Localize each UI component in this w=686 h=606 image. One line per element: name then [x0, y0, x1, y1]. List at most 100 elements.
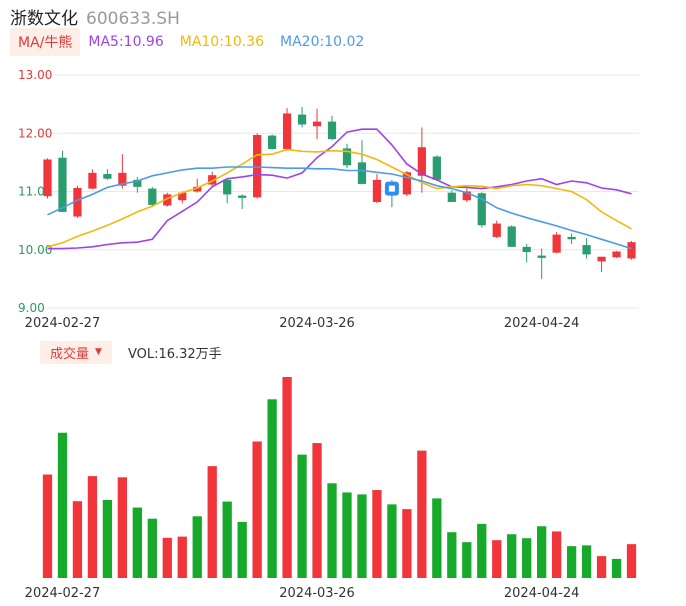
- candle: [163, 192, 172, 207]
- date-tick-label: 2024-04-24: [504, 586, 580, 601]
- legend-ma10: MA10:10.36: [179, 34, 265, 50]
- candle-body: [402, 172, 412, 195]
- candle-body: [103, 174, 112, 179]
- candle: [582, 238, 591, 259]
- candle: [253, 133, 262, 199]
- volume-bar: [387, 504, 397, 578]
- candle: [447, 190, 456, 202]
- grid-lines: [40, 74, 639, 309]
- candle-body: [537, 255, 546, 258]
- candles: [43, 107, 636, 279]
- stock-name: 浙数文化: [10, 9, 78, 29]
- candle-body: [492, 223, 501, 237]
- candle-body: [88, 172, 97, 189]
- volume-bar: [102, 499, 113, 578]
- price-tick-label: 13.00: [18, 68, 52, 82]
- candle: [432, 155, 441, 182]
- candle-body: [193, 186, 202, 192]
- candle: [297, 107, 307, 128]
- volume-bar: [581, 545, 592, 578]
- volume-bar: [492, 540, 502, 578]
- candle: [267, 134, 277, 150]
- candle: [342, 143, 352, 169]
- candle: [357, 140, 367, 185]
- candle-body: [447, 192, 456, 202]
- candle: [88, 169, 97, 190]
- stock-code: 600633.SH: [86, 9, 180, 29]
- volume-value: VOL:16.32万手: [127, 346, 222, 362]
- candle-body: [267, 135, 277, 149]
- volume-bars: [42, 377, 637, 578]
- candle-body: [432, 156, 441, 180]
- volume-bar: [117, 477, 128, 578]
- ma-legend: MA/牛熊 MA5:10.96 MA10:10.36 MA20:10.02: [10, 28, 380, 56]
- candle: [612, 250, 621, 258]
- volume-bar: [522, 538, 532, 578]
- candle: [58, 150, 67, 212]
- candle: [193, 178, 202, 193]
- volume-bar: [42, 474, 53, 578]
- candle: [312, 108, 322, 140]
- volume-bar: [57, 432, 68, 578]
- ma10-line: [47, 148, 632, 248]
- candle-body: [582, 245, 591, 255]
- candle-body: [477, 193, 486, 226]
- volume-bar: [177, 536, 187, 578]
- volume-bar: [252, 441, 262, 578]
- candle: [462, 188, 471, 202]
- date-tick-label: 2024-03-26: [279, 316, 355, 331]
- volume-bar: [342, 492, 352, 578]
- candle: [238, 194, 247, 209]
- candle: [133, 176, 142, 193]
- volume-bar: [432, 498, 442, 578]
- candle-body: [163, 194, 172, 206]
- candle-body: [312, 121, 322, 127]
- candle-body: [148, 188, 157, 205]
- date-tick-label: 2024-02-27: [25, 586, 101, 601]
- candle-body: [133, 179, 142, 187]
- event-badge-glyph: [388, 185, 395, 192]
- candle: [118, 154, 127, 189]
- candle: [43, 158, 52, 199]
- volume-bar: [402, 509, 412, 578]
- price-tick-label: 12.00: [18, 126, 52, 140]
- candle-body: [238, 195, 247, 198]
- volume-bar: [447, 532, 457, 578]
- event-marker[interactable]: [384, 181, 399, 196]
- volume-indicator-dropdown[interactable]: 成交量 ▼: [40, 340, 112, 364]
- volume-bar: [551, 531, 562, 578]
- candle-body: [208, 175, 217, 185]
- candle-body: [567, 236, 576, 240]
- stock-header: 浙数文化 600633.SH: [10, 4, 180, 29]
- volume-bar: [87, 476, 98, 578]
- candle-body: [327, 121, 337, 140]
- candle-body: [612, 251, 621, 258]
- candle: [627, 241, 636, 260]
- candle: [537, 248, 546, 279]
- candle-body: [552, 234, 561, 253]
- candle: [522, 243, 531, 263]
- candle-body: [342, 148, 352, 166]
- ma5-line: [47, 128, 632, 250]
- candle: [552, 232, 561, 254]
- volume-bar: [72, 501, 83, 578]
- legend-ma20: MA20:10.02: [280, 34, 365, 50]
- volume-bar: [462, 542, 472, 578]
- volume-bar: [417, 450, 427, 578]
- candle-body: [178, 192, 187, 201]
- candle: [223, 178, 232, 204]
- candle-body: [73, 188, 82, 217]
- ma-bull-bear-toggle[interactable]: MA/牛熊: [10, 28, 81, 56]
- volume-bar: [237, 521, 247, 578]
- volume-bar: [327, 483, 337, 578]
- moving-average-lines: [47, 128, 632, 250]
- volume-bar: [297, 454, 307, 578]
- caret-down-icon: ▼: [95, 347, 102, 357]
- date-axis-bottom: 2024-02-27 2024-03-26 2024-04-24: [25, 586, 580, 601]
- legend-ma5: MA5:10.96: [88, 34, 164, 50]
- candle-body: [627, 242, 636, 259]
- candle-body: [118, 172, 127, 186]
- candle-body: [223, 179, 232, 195]
